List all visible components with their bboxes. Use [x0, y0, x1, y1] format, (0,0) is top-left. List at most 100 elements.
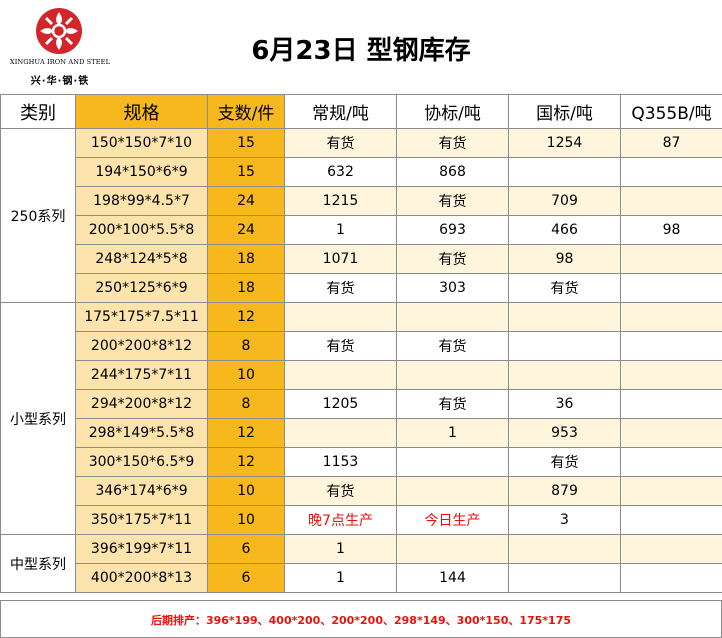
spec-cell: 400*200*8*13 — [75, 563, 208, 593]
column-header-category: 类别 — [0, 94, 76, 129]
table-row: 200*100*5.5*8 24 1 693 466 98 — [1, 215, 722, 245]
spec-cell: 250*125*6*9 — [75, 273, 208, 303]
qty-cell: 10 — [207, 360, 285, 390]
qty-cell: 12 — [207, 302, 285, 332]
assoc-cell — [396, 476, 509, 506]
regular-cell: 晚7点生产 — [284, 505, 397, 535]
qty-cell: 8 — [207, 331, 285, 361]
column-header-national: 国标/吨 — [508, 94, 621, 129]
qty-cell: 12 — [207, 447, 285, 477]
page-header: XINGHUA IRON AND STEEL 兴·华·钢·铁 6月23日 型钢库… — [0, 0, 722, 93]
q355b-cell — [620, 244, 722, 274]
spec-cell: 396*199*7*11 — [75, 534, 208, 564]
assoc-cell: 有货 — [396, 244, 509, 274]
q355b-cell — [620, 476, 722, 506]
regular-cell: 1 — [284, 215, 397, 245]
regular-cell: 有货 — [284, 476, 397, 506]
regular-cell: 1205 — [284, 389, 397, 419]
qty-cell: 12 — [207, 418, 285, 448]
q355b-cell: 98 — [620, 215, 722, 245]
q355b-cell — [620, 302, 722, 332]
q355b-cell — [620, 505, 722, 535]
table-row: 294*200*8*12 8 1205 有货 36 — [1, 389, 722, 419]
regular-cell: 632 — [284, 157, 397, 187]
qty-cell: 15 — [207, 157, 285, 187]
assoc-cell: 144 — [396, 563, 509, 593]
national-cell: 36 — [508, 389, 621, 419]
national-cell — [508, 157, 621, 187]
qty-cell: 6 — [207, 563, 285, 593]
spec-cell: 244*175*7*11 — [75, 360, 208, 390]
assoc-cell: 有货 — [396, 331, 509, 361]
spec-cell: 150*150*7*10 — [75, 128, 208, 158]
spec-cell: 300*150*6.5*9 — [75, 447, 208, 477]
q355b-cell — [620, 563, 722, 593]
production-schedule-note: 后期排产：396*199、400*200、200*200、298*149、300… — [0, 600, 722, 638]
q355b-cell — [620, 331, 722, 361]
table-row: 198*99*4.5*7 24 1215 有货 709 — [1, 186, 722, 216]
spec-cell: 198*99*4.5*7 — [75, 186, 208, 216]
regular-cell: 1 — [284, 563, 397, 593]
spec-cell: 194*150*6*9 — [75, 157, 208, 187]
national-cell — [508, 360, 621, 390]
qty-cell: 6 — [207, 534, 285, 564]
regular-cell: 1153 — [284, 447, 397, 477]
assoc-cell: 1 — [396, 418, 509, 448]
assoc-cell — [396, 302, 509, 332]
assoc-cell: 868 — [396, 157, 509, 187]
table-row: 200*200*8*12 8 有货 有货 — [1, 331, 722, 361]
national-cell — [508, 534, 621, 564]
table-header-row: 类别 规格 支数/件 常规/吨 协标/吨 国标/吨 Q355B/吨 — [0, 94, 722, 129]
regular-cell: 有货 — [284, 273, 397, 303]
q355b-cell — [620, 447, 722, 477]
column-header-assoc: 协标/吨 — [396, 94, 509, 129]
spec-cell: 200*200*8*12 — [75, 331, 208, 361]
spec-cell: 298*149*5.5*8 — [75, 418, 208, 448]
assoc-cell: 有货 — [396, 186, 509, 216]
table-row: 194*150*6*9 15 632 868 — [1, 157, 722, 187]
table-row: 350*175*7*11 10 晚7点生产 今日生产 3 — [1, 505, 722, 535]
table-row: 250*125*6*9 18 有货 303 有货 — [1, 273, 722, 303]
q355b-cell — [620, 389, 722, 419]
assoc-cell — [396, 447, 509, 477]
national-cell: 466 — [508, 215, 621, 245]
qty-cell: 15 — [207, 128, 285, 158]
category-cell: 250系列 — [0, 128, 76, 303]
assoc-cell: 693 — [396, 215, 509, 245]
national-cell: 709 — [508, 186, 621, 216]
column-header-qty: 支数/件 — [207, 94, 285, 129]
regular-cell — [284, 360, 397, 390]
qty-cell: 10 — [207, 476, 285, 506]
national-cell: 1254 — [508, 128, 621, 158]
q355b-cell — [620, 186, 722, 216]
national-cell: 879 — [508, 476, 621, 506]
national-cell: 有货 — [508, 273, 621, 303]
regular-cell: 1071 — [284, 244, 397, 274]
logo-emblem-icon — [36, 8, 82, 54]
assoc-cell: 有货 — [396, 128, 509, 158]
table-row: 中型系列 396*199*7*11 6 1 — [0, 534, 722, 593]
q355b-cell — [620, 273, 722, 303]
national-cell — [508, 563, 621, 593]
assoc-cell — [396, 360, 509, 390]
qty-cell: 24 — [207, 215, 285, 245]
column-header-regular: 常规/吨 — [284, 94, 397, 129]
assoc-cell: 303 — [396, 273, 509, 303]
table-row: 300*150*6.5*9 12 1153 有货 — [1, 447, 722, 477]
regular-cell: 1215 — [284, 186, 397, 216]
column-header-spec: 规格 — [75, 94, 208, 129]
page-title: 6月23日 型钢库存 — [251, 36, 471, 66]
logo-english-name: XINGHUA IRON AND STEEL — [9, 58, 111, 66]
company-logo: XINGHUA IRON AND STEEL 兴·华·钢·铁 — [4, 6, 116, 88]
category-cell: 中型系列 — [0, 534, 76, 593]
regular-cell: 1 — [284, 534, 397, 564]
table-row: 248*124*5*8 18 1071 有货 98 — [1, 244, 722, 274]
national-cell — [508, 302, 621, 332]
table-row: 298*149*5.5*8 12 1 953 — [1, 418, 722, 448]
qty-cell: 24 — [207, 186, 285, 216]
qty-cell: 10 — [207, 505, 285, 535]
logo-chinese-name: 兴·华·钢·铁 — [30, 76, 90, 87]
national-cell: 98 — [508, 244, 621, 274]
category-cell: 小型系列 — [0, 302, 76, 535]
qty-cell: 18 — [207, 273, 285, 303]
